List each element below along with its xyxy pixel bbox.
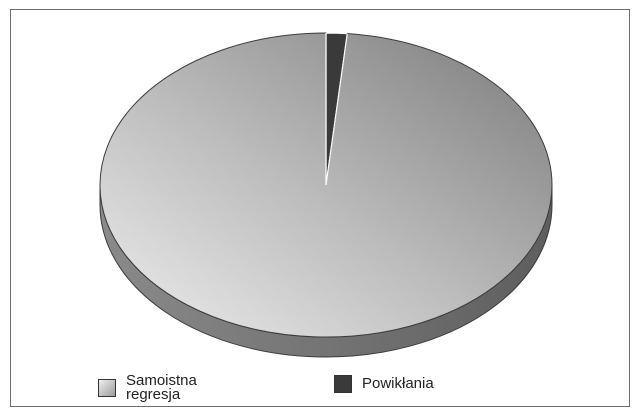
legend-label-samoistna-regresja: Samoistna regresja [126,372,197,403]
legend-swatch-powiklania [334,375,352,393]
legend-item-powiklania: Powikłania [334,375,434,393]
legend-item-samoistna-regresja: Samoistna regresja [98,372,236,403]
pie-divider-line-2 [325,33,348,186]
legend-swatch-samoistna-regresja [98,379,116,397]
legend-label-powiklania: Powikłania [362,375,434,392]
